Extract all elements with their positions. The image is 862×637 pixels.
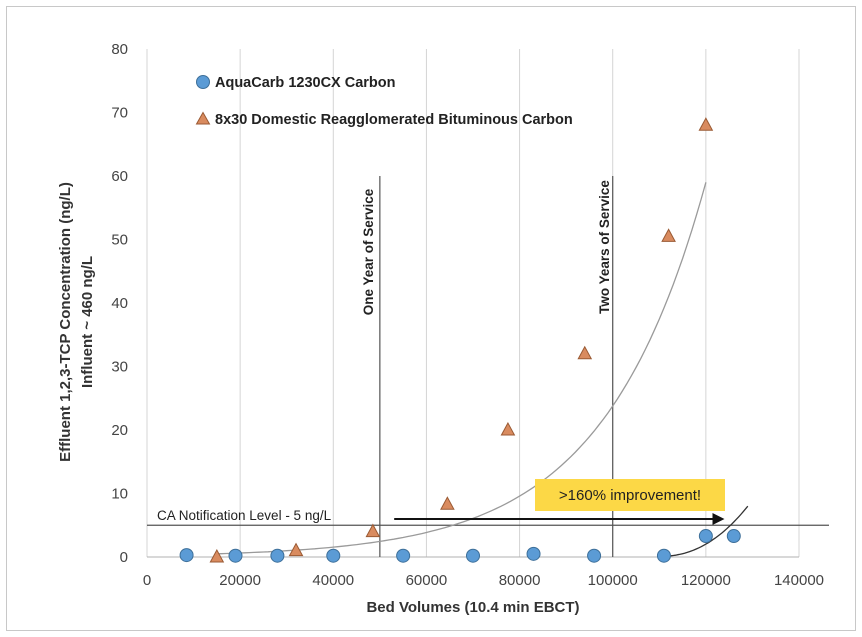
y-tick-labels: 0 10 20 30 40 50 60 70 80	[111, 41, 128, 566]
one-year-label: One Year of Service	[361, 188, 376, 315]
bituminous-point	[365, 523, 381, 538]
y-tick-label: 70	[111, 105, 128, 122]
aquacarb-point	[466, 548, 480, 563]
aquacarb-point	[656, 548, 671, 563]
y-tick-label: 50	[111, 232, 128, 249]
bituminous-point	[577, 345, 593, 360]
legend-marker-aquacarb	[196, 75, 210, 89]
x-tick-label: 120000	[681, 572, 731, 589]
x-axis-title: Bed Volumes (10.4 min EBCT)	[366, 599, 579, 616]
aquacarb-trendline	[659, 505, 749, 558]
aquacarb-point	[228, 548, 243, 563]
bituminous-point	[288, 542, 304, 557]
legend: AquaCarb 1230CX Carbon 8x30 Domestic Rea…	[195, 75, 573, 128]
chart-frame	[6, 6, 856, 631]
aquacarb-point	[698, 529, 713, 544]
aquacarb-point	[526, 546, 541, 561]
aquacarb-point	[326, 548, 341, 563]
two-year-label: Two Years of Service	[597, 180, 612, 314]
aquacarb-point	[179, 548, 194, 563]
aquacarb-point	[270, 548, 285, 563]
legend-marker-bituminous	[195, 111, 211, 125]
improvement-callout: >160% improvement!	[535, 479, 725, 511]
y-tick-label: 30	[111, 359, 128, 376]
bituminous-point	[209, 548, 225, 563]
x-tick-label: 80000	[499, 572, 541, 589]
bituminous-point	[661, 228, 676, 242]
legend-label-aquacarb: AquaCarb 1230CX Carbon	[215, 75, 396, 91]
x-tick-label: 20000	[219, 572, 261, 589]
callout-arrow	[394, 512, 725, 525]
x-tick-label: 0	[143, 572, 151, 589]
x-tick-label: 60000	[406, 572, 448, 589]
bituminous-point	[440, 496, 455, 510]
data-marks	[179, 117, 741, 563]
x-tick-label: 100000	[588, 572, 638, 589]
x-tick-label: 140000	[774, 572, 824, 589]
y-tick-label: 60	[111, 168, 128, 185]
y-tick-label: 10	[111, 486, 128, 503]
y-tick-label: 20	[111, 422, 128, 439]
callout-arrow-head	[712, 512, 725, 525]
y-tick-label: 80	[111, 41, 128, 58]
y-tick-label: 0	[120, 549, 128, 566]
y-axis-subtitle: Influent ~ 460 ng/L	[79, 256, 96, 388]
bituminous-point	[500, 421, 516, 436]
bituminous-point	[698, 117, 714, 131]
callout-box	[535, 479, 725, 511]
x-tick-label: 40000	[312, 572, 354, 589]
aquacarb-point	[396, 548, 411, 563]
reference-lines	[147, 176, 829, 557]
y-tick-label: 40	[111, 295, 128, 312]
ca-notification-label: CA Notification Level - 5 ng/L	[157, 508, 332, 523]
callout-label: >160% improvement!	[559, 487, 701, 504]
aquacarb-point	[726, 529, 741, 544]
aquacarb-point	[587, 548, 602, 563]
y-axis-title: Effluent 1,2,3-TCP Concentration (ng/L)	[57, 182, 74, 462]
legend-label-bituminous: 8x30 Domestic Reagglomerated Bituminous …	[215, 112, 573, 128]
x-tick-labels: 0 20000 40000 60000 80000 100000 120000 140000	[143, 572, 824, 589]
